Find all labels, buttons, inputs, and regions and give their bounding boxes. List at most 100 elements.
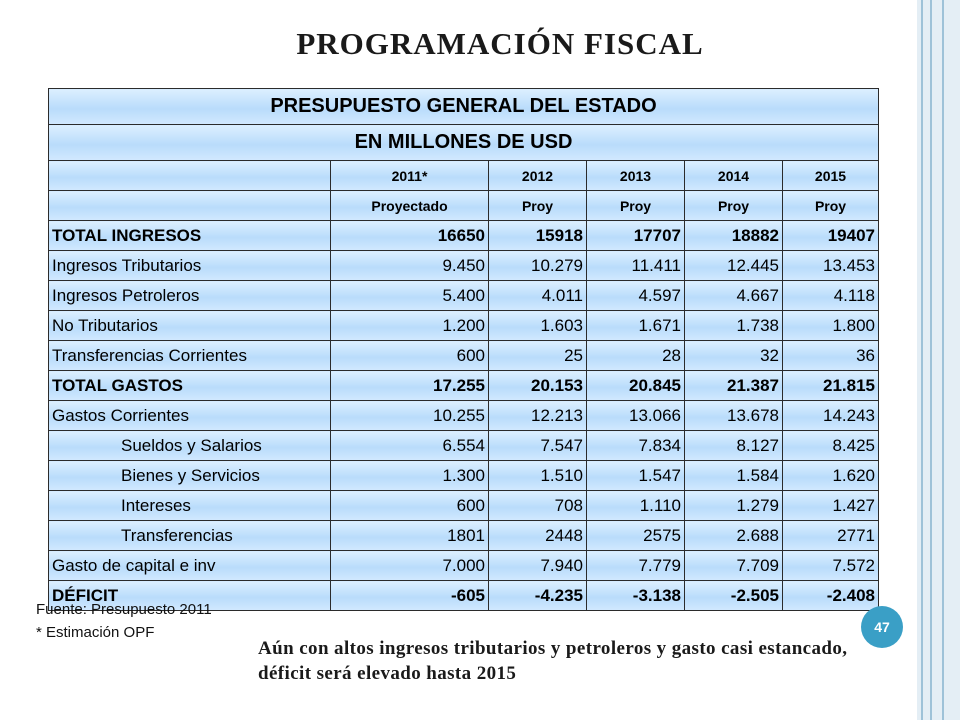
value-cell: 1.510 bbox=[488, 460, 587, 491]
table-row-deficit: DÉFICIT -605 -4.235 -3.138 -2.505 -2.408 bbox=[48, 580, 879, 611]
projection-header: Proy bbox=[488, 190, 587, 221]
row-label: Gasto de capital e inv bbox=[48, 550, 331, 581]
budget-table: PRESUPUESTO GENERAL DEL ESTADO EN MILLON… bbox=[48, 88, 879, 611]
value-cell: 12.445 bbox=[684, 250, 783, 281]
value-cell: 4.011 bbox=[488, 280, 587, 311]
projection-header: Proy bbox=[684, 190, 783, 221]
value-cell: 1.584 bbox=[684, 460, 783, 491]
value-cell: -605 bbox=[330, 580, 489, 611]
value-cell: 5.400 bbox=[330, 280, 489, 311]
value-cell: 11.411 bbox=[586, 250, 685, 281]
value-cell: 8.425 bbox=[782, 430, 879, 461]
value-cell: 4.667 bbox=[684, 280, 783, 311]
value-cell: 13.066 bbox=[586, 400, 685, 431]
value-cell: 1.110 bbox=[586, 490, 685, 521]
side-decoration-band bbox=[917, 0, 960, 720]
value-cell: -2.408 bbox=[782, 580, 879, 611]
value-cell: 708 bbox=[488, 490, 587, 521]
row-label: Ingresos Petroleros bbox=[48, 280, 331, 311]
table-row: Bienes y Servicios 1.300 1.510 1.547 1.5… bbox=[48, 460, 879, 491]
slide-title: PROGRAMACIÓN FISCAL bbox=[296, 26, 704, 61]
value-cell: 18882 bbox=[684, 220, 783, 251]
row-label: Sueldos y Salarios bbox=[48, 430, 331, 461]
value-cell: 14.243 bbox=[782, 400, 879, 431]
value-cell: 2.688 bbox=[684, 520, 783, 551]
value-cell: 7.572 bbox=[782, 550, 879, 581]
source-note: Fuente: Presupuesto 2011 bbox=[36, 601, 212, 618]
value-cell: 1.671 bbox=[586, 310, 685, 341]
value-cell: 1.738 bbox=[684, 310, 783, 341]
value-cell: 2575 bbox=[586, 520, 685, 551]
table-row: Transferencias 1801 2448 2575 2.688 2771 bbox=[48, 520, 879, 551]
projection-header: Proyectado bbox=[330, 190, 489, 221]
table-row-total-ingresos: TOTAL INGRESOS 16650 15918 17707 18882 1… bbox=[48, 220, 879, 251]
value-cell: 1.620 bbox=[782, 460, 879, 491]
estimate-note: * Estimación OPF bbox=[36, 624, 155, 641]
value-cell: 15918 bbox=[488, 220, 587, 251]
table-row: Transferencias Corrientes 600 25 28 32 3… bbox=[48, 340, 879, 371]
value-cell: 12.213 bbox=[488, 400, 587, 431]
row-label: No Tributarios bbox=[48, 310, 331, 341]
value-cell: 13.678 bbox=[684, 400, 783, 431]
value-cell: 21.815 bbox=[782, 370, 879, 401]
value-cell: 7.547 bbox=[488, 430, 587, 461]
value-cell: 36 bbox=[782, 340, 879, 371]
value-cell: -3.138 bbox=[586, 580, 685, 611]
side-decoration-line bbox=[930, 0, 932, 720]
row-label: Transferencias bbox=[48, 520, 331, 551]
row-label: Bienes y Servicios bbox=[48, 460, 331, 491]
projection-header: Proy bbox=[586, 190, 685, 221]
table-header-title: PRESUPUESTO GENERAL DEL ESTADO bbox=[48, 88, 879, 125]
value-cell: 2448 bbox=[488, 520, 587, 551]
side-decoration-line bbox=[942, 0, 944, 720]
table-row: Ingresos Tributarios 9.450 10.279 11.411… bbox=[48, 250, 879, 281]
table-row: Gasto de capital e inv 7.000 7.940 7.779… bbox=[48, 550, 879, 581]
row-label: Gastos Corrientes bbox=[48, 400, 331, 431]
year-header: 2012 bbox=[488, 160, 587, 191]
value-cell: 600 bbox=[330, 490, 489, 521]
year-header: 2013 bbox=[586, 160, 685, 191]
value-cell: 21.387 bbox=[684, 370, 783, 401]
value-cell: 2771 bbox=[782, 520, 879, 551]
value-cell: 1.800 bbox=[782, 310, 879, 341]
slide-number-badge: 47 bbox=[861, 606, 903, 648]
table-header-row: EN MILLONES DE USD bbox=[48, 124, 879, 161]
empty-header-cell bbox=[48, 190, 331, 221]
value-cell: 10.255 bbox=[330, 400, 489, 431]
value-cell: 1.300 bbox=[330, 460, 489, 491]
value-cell: 20.153 bbox=[488, 370, 587, 401]
row-label: TOTAL GASTOS bbox=[48, 370, 331, 401]
value-cell: 19407 bbox=[782, 220, 879, 251]
value-cell: 6.554 bbox=[330, 430, 489, 461]
table-row: Intereses 600 708 1.110 1.279 1.427 bbox=[48, 490, 879, 521]
value-cell: 1.547 bbox=[586, 460, 685, 491]
value-cell: 7.000 bbox=[330, 550, 489, 581]
table-row: Gastos Corrientes 10.255 12.213 13.066 1… bbox=[48, 400, 879, 431]
value-cell: 13.453 bbox=[782, 250, 879, 281]
empty-header-cell bbox=[48, 160, 331, 191]
value-cell: 25 bbox=[488, 340, 587, 371]
table-row: Sueldos y Salarios 6.554 7.547 7.834 8.1… bbox=[48, 430, 879, 461]
value-cell: 32 bbox=[684, 340, 783, 371]
value-cell: 10.279 bbox=[488, 250, 587, 281]
table-header-row: PRESUPUESTO GENERAL DEL ESTADO bbox=[48, 88, 879, 125]
year-header: 2011* bbox=[330, 160, 489, 191]
value-cell: 4.118 bbox=[782, 280, 879, 311]
value-cell: 28 bbox=[586, 340, 685, 371]
projection-header-row: Proyectado Proy Proy Proy Proy bbox=[48, 190, 879, 221]
year-header: 2014 bbox=[684, 160, 783, 191]
row-label: Intereses bbox=[48, 490, 331, 521]
value-cell: 8.127 bbox=[684, 430, 783, 461]
value-cell: 1801 bbox=[330, 520, 489, 551]
value-cell: 1.279 bbox=[684, 490, 783, 521]
value-cell: 1.603 bbox=[488, 310, 587, 341]
value-cell: 7.940 bbox=[488, 550, 587, 581]
year-header-row: 2011* 2012 2013 2014 2015 bbox=[48, 160, 879, 191]
value-cell: 9.450 bbox=[330, 250, 489, 281]
year-header: 2015 bbox=[782, 160, 879, 191]
row-label: TOTAL INGRESOS bbox=[48, 220, 331, 251]
conclusion-text: Aún con altos ingresos tributarios y pet… bbox=[258, 638, 848, 684]
value-cell: 7.779 bbox=[586, 550, 685, 581]
value-cell: 1.200 bbox=[330, 310, 489, 341]
value-cell: -4.235 bbox=[488, 580, 587, 611]
